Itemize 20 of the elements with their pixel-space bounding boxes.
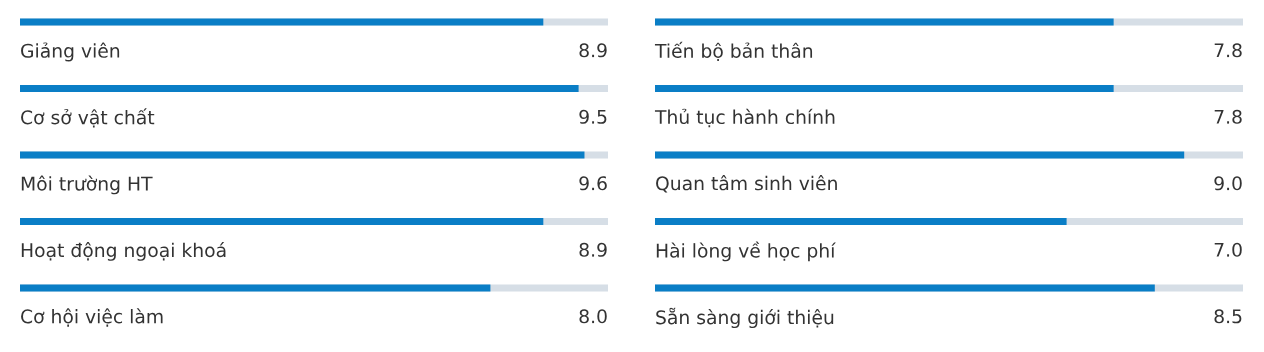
category-label: Hài lòng về học phí: [656, 241, 836, 262]
category-label: Cơ hội việc làm: [21, 308, 163, 327]
data-label: 8.9: [579, 43, 607, 58]
data-label: 7.0: [1214, 242, 1242, 257]
category-label: Sẵn sàng giới thiệu: [656, 307, 834, 329]
data-label: 8.9: [579, 242, 607, 257]
data-label: 7.8: [1214, 109, 1242, 124]
data-label: 9.0: [1214, 176, 1242, 191]
data-label: 9.5: [579, 109, 607, 124]
category-label: Thủ tục hành chính: [654, 108, 835, 128]
category-label: Tiến bộ bản thân: [654, 41, 813, 62]
category-label: Hoạt động ngoại khoá: [21, 241, 226, 261]
category-label: Cơ sở vật chất: [21, 108, 155, 128]
data-label: 7.8: [1214, 43, 1242, 58]
data-label: 8.0: [579, 309, 607, 324]
category-label: Giảng viên: [21, 42, 120, 62]
data-label: 9.6: [579, 176, 607, 191]
data-label: 8.5: [1214, 309, 1242, 324]
category-label: Quan tâm sinh viên: [656, 175, 837, 193]
category-label: Môi trường HT: [21, 175, 153, 195]
